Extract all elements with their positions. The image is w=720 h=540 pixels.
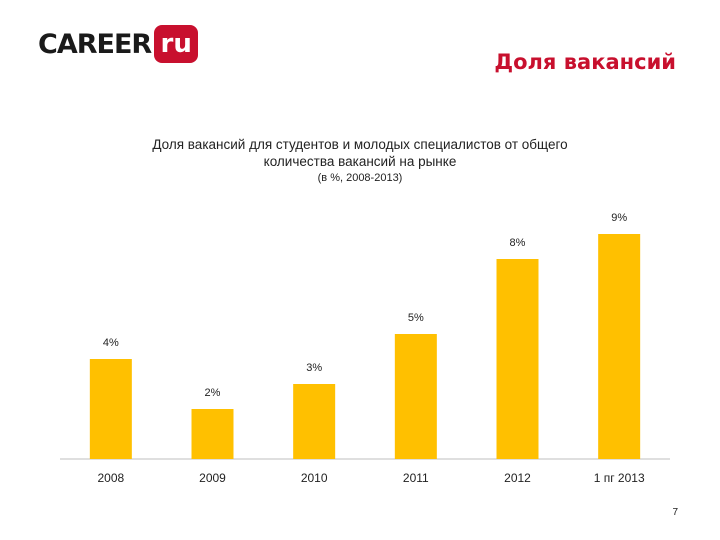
bar-2 (293, 384, 336, 459)
data-label-5: 9% (611, 212, 627, 224)
bar-5 (598, 234, 641, 459)
bar-4 (496, 259, 539, 459)
x-tick-label-4: 2012 (504, 471, 531, 485)
page-title: Доля вакансий (494, 50, 676, 74)
data-label-1: 2% (205, 387, 221, 399)
chart-title-line-2: количества вакансий на рынке (263, 154, 457, 169)
data-label-0: 4% (103, 337, 119, 349)
x-tick-label-5: 1 пг 2013 (594, 471, 645, 485)
chart-title: Доля вакансий для студентов и молодых сп… (95, 136, 625, 170)
data-label-4: 8% (510, 237, 526, 249)
bar-0 (89, 359, 132, 459)
career-ru-logo: CAREER ru (38, 25, 199, 63)
page-number: 7 (672, 507, 678, 518)
x-tick-label-2: 2010 (301, 471, 328, 485)
bar-3 (394, 334, 437, 459)
bar-1 (191, 409, 234, 459)
x-tick-label-3: 2011 (403, 471, 429, 485)
x-tick-label-0: 2008 (97, 471, 124, 485)
data-label-2: 3% (306, 362, 322, 374)
chart-subtitle: (в %, 2008-2013) (317, 172, 403, 184)
x-tick-label-1: 2009 (199, 471, 226, 485)
data-label-3: 5% (408, 312, 424, 324)
chart-title-line-1: Доля вакансий для студентов и молодых сп… (152, 137, 568, 152)
logo-badge: ru (154, 25, 199, 63)
logo-text: CAREER (38, 28, 152, 60)
